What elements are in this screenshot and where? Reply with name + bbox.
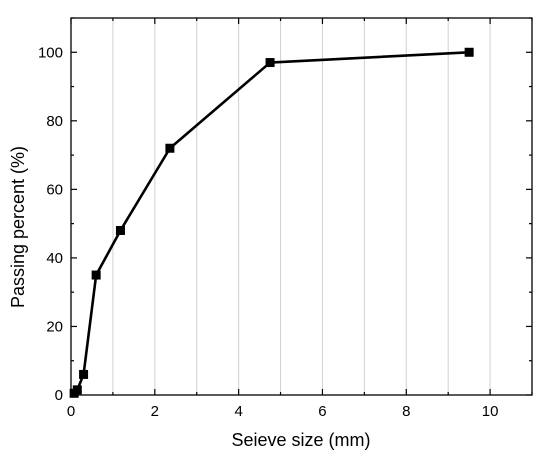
y-axis-label: Passing percent (%) [8, 146, 28, 308]
data-point-marker [91, 270, 101, 280]
x-tick-label-10: 10 [482, 403, 499, 420]
y-tick-label-20: 20 [46, 318, 63, 335]
data-point-marker [165, 143, 175, 153]
x-tick-label-4: 4 [234, 403, 242, 420]
data-point-marker [464, 47, 474, 57]
vertical-gridlines [112, 18, 491, 395]
x-tick-label-8: 8 [402, 403, 410, 420]
plot-frame [70, 17, 533, 396]
axis-ticks [70, 17, 533, 396]
y-tick-label-100: 100 [38, 44, 63, 61]
series-layer [69, 47, 474, 398]
data-point-marker [115, 225, 125, 235]
x-tick-label-6: 6 [318, 403, 326, 420]
x-tick-label-0: 0 [67, 403, 75, 420]
data-point-marker [265, 58, 275, 68]
y-tick-label-60: 60 [46, 181, 63, 198]
data-point-marker [79, 369, 89, 379]
y-tick-label-80: 80 [46, 113, 63, 130]
x-tick-label-2: 2 [151, 403, 159, 420]
data-point-marker [72, 385, 82, 395]
y-tick-label-0: 0 [55, 387, 63, 404]
x-axis-label: Seieve size (mm) [231, 430, 370, 450]
y-tick-label-40: 40 [46, 250, 63, 267]
series-line-0 [73, 50, 470, 395]
